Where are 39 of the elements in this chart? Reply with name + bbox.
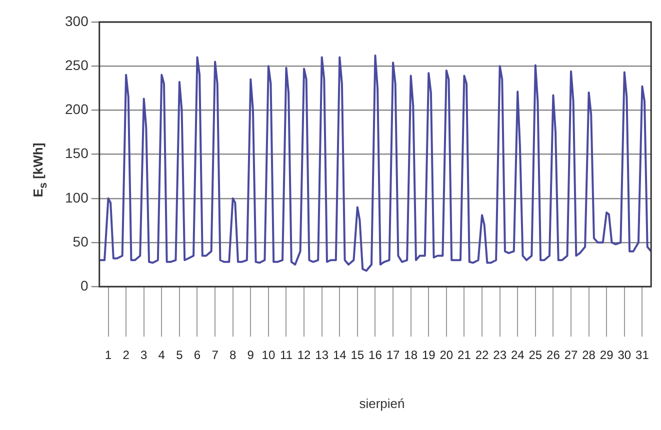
x-tick-label: 11: [280, 348, 293, 362]
x-tick-label: 22: [475, 348, 490, 362]
x-tick-label: 2: [122, 348, 130, 362]
x-tick-label: 17: [386, 348, 400, 362]
x-tick-label: 18: [404, 348, 418, 362]
x-tick-label: 20: [440, 348, 454, 362]
y-tick-label: 100: [65, 189, 89, 206]
x-tick-label: 10: [262, 348, 276, 362]
x-tick-label: 27: [564, 348, 578, 362]
y-tick-label: 0: [80, 277, 89, 294]
x-tick-label: 4: [158, 348, 166, 362]
x-tick-label: 6: [194, 348, 201, 362]
x-tick-label: 21: [458, 348, 472, 362]
y-tick-label: 300: [65, 12, 89, 29]
x-tick-label: 15: [350, 348, 364, 362]
x-tick-label: 8: [230, 348, 236, 362]
x-tick-label: 19: [422, 348, 436, 362]
x-tick-label: 25: [528, 348, 542, 362]
y-tick-label: 150: [65, 145, 89, 162]
x-tick-label: 9: [247, 348, 254, 362]
x-tick-label: 5: [176, 348, 184, 362]
x-axis-title: sierpień: [359, 396, 405, 411]
x-tick-label: 13: [315, 348, 329, 362]
x-tick-label: 7: [212, 348, 219, 362]
y-tick-label: 250: [65, 56, 89, 73]
x-tick-label: 16: [368, 348, 382, 362]
x-tick-label: 28: [582, 348, 596, 362]
x-tick-label: 14: [332, 348, 347, 362]
x-tick-label: 29: [600, 348, 614, 362]
x-tick-label: 1: [104, 348, 112, 362]
y-tick-label: 50: [72, 233, 89, 250]
x-tick-label: 24: [510, 348, 525, 362]
x-tick-label: 30: [618, 348, 632, 362]
x-tick-label: 23: [493, 348, 507, 362]
x-tick-label: 3: [140, 348, 148, 362]
x-tick-label: 12: [297, 348, 312, 362]
x-tick-label: 31: [636, 348, 650, 362]
x-tick-label: 26: [546, 348, 560, 362]
y-tick-label: 200: [65, 101, 89, 118]
